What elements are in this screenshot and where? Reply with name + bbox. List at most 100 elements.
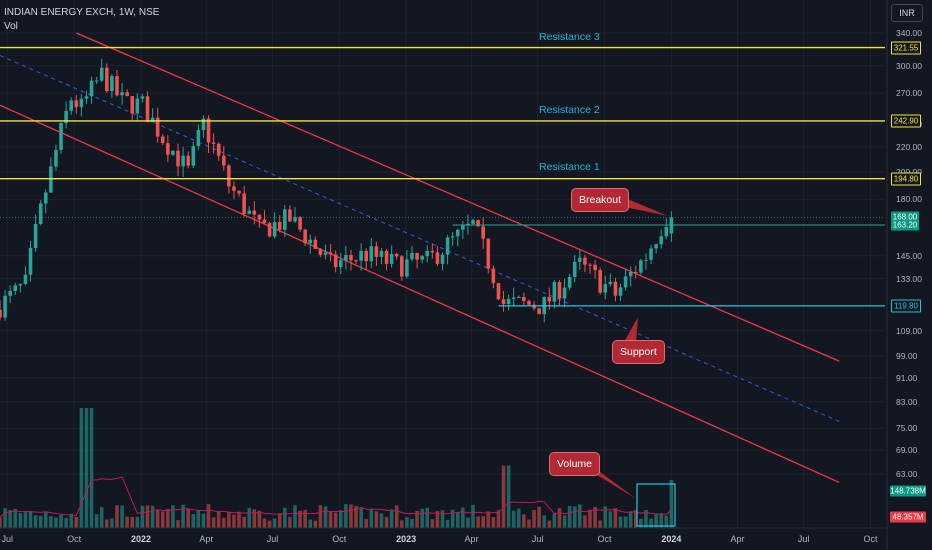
candle-body (49, 166, 53, 193)
volume-bar (654, 514, 658, 528)
volume-bar (23, 512, 28, 528)
volume-bar (547, 520, 552, 528)
volume-bar (603, 506, 608, 528)
volume-bar (216, 511, 221, 528)
volume-bar (181, 504, 185, 528)
volume-bar (405, 517, 409, 528)
y-tick-label: 340.00 (896, 28, 922, 38)
candle-body (481, 226, 485, 239)
candle-body (644, 259, 648, 261)
price-tag: 163.20 (891, 219, 919, 231)
volume-bar (471, 504, 475, 528)
candle-body (430, 250, 435, 253)
volume-bar (410, 518, 414, 528)
volume-bar (155, 509, 160, 528)
y-tick-label: 145.00 (896, 250, 922, 261)
candle-body (313, 239, 318, 249)
volume-bar (43, 511, 48, 528)
candle-body (389, 254, 394, 264)
price-tag: 119.80 (891, 299, 921, 313)
candle-body (267, 223, 272, 237)
volume-bar (227, 512, 231, 528)
candle-body (425, 250, 430, 257)
candle-body (578, 257, 582, 262)
volume-bar (486, 511, 491, 528)
volume-bar (130, 516, 135, 528)
breakout-callout[interactable]: Breakout (571, 188, 630, 212)
currency-button[interactable]: INR (891, 4, 923, 22)
candle-body (242, 193, 246, 214)
candle-body (394, 254, 399, 257)
candle-body (211, 142, 216, 144)
candle-body (283, 209, 287, 230)
y-tick-label: 300.00 (896, 60, 922, 71)
volume-bar (333, 512, 338, 528)
candle-body (415, 252, 419, 260)
volume-bar (140, 505, 145, 528)
candle-body (308, 239, 313, 244)
support-callout[interactable]: Support (612, 340, 665, 364)
candle-body (572, 261, 577, 277)
volume-bar (176, 520, 180, 528)
volume-bar (562, 515, 567, 528)
candle-body (583, 257, 587, 265)
volume-bar (517, 508, 521, 528)
volume-bar (115, 505, 119, 528)
y-tick-label: 99.00 (896, 350, 918, 361)
candle-body (628, 271, 633, 277)
volume-callout[interactable]: Volume (549, 452, 601, 476)
candle-body (105, 67, 109, 92)
y-tick-label: 83.00 (896, 396, 918, 407)
volume-bar (145, 505, 150, 528)
volume-bar (196, 510, 201, 528)
price-tag: 242.90 (891, 114, 921, 128)
volume-bar (338, 510, 343, 528)
volume-bar (374, 511, 379, 528)
candle-body (435, 252, 440, 264)
volume-bar (598, 520, 602, 528)
volume-bar (420, 508, 424, 528)
volume-bar (461, 507, 465, 528)
volume-bar (359, 507, 363, 528)
breakout-pointer (620, 200, 668, 216)
candle-body (659, 236, 663, 245)
candle-body (379, 250, 384, 257)
volume-indicator-label[interactable]: Vol (4, 21, 18, 32)
candle-body (33, 223, 38, 248)
volume-bar (425, 507, 430, 528)
volume-bar (105, 519, 109, 528)
channel-mid-line (0, 55, 840, 422)
candle-body (18, 283, 23, 286)
candle-body (125, 92, 129, 97)
volume-bar (135, 516, 140, 528)
candle-body (145, 96, 150, 123)
candle-body (277, 222, 282, 230)
candle-body (196, 130, 201, 147)
volume-bar (572, 506, 577, 528)
volume-bar (501, 465, 506, 528)
volume-bar (89, 408, 94, 528)
volume-tag: 48.357M (890, 511, 926, 523)
volume-bar (354, 505, 358, 528)
candle-body (232, 186, 236, 191)
candle-body (603, 284, 608, 293)
volume-bar (466, 517, 470, 528)
x-tick-label: Apr (464, 534, 479, 544)
volume-bar (288, 516, 292, 528)
candle-body (206, 118, 211, 143)
volume-bar (567, 505, 572, 528)
candle-body (471, 220, 475, 224)
volume-bar (455, 512, 460, 528)
candle-body (506, 298, 511, 305)
volume-bar (537, 506, 541, 528)
x-tick-label: 2023 (396, 534, 417, 544)
volume-bar (430, 519, 435, 528)
volume-bar (633, 510, 638, 528)
candle-body (303, 229, 307, 244)
candle-body (272, 222, 277, 237)
symbol-title: INDIAN ENERGY EXCH, 1W, NSE (4, 7, 160, 18)
volume-bar (384, 516, 389, 528)
candle-body (135, 98, 140, 114)
volume-bar (99, 507, 104, 528)
